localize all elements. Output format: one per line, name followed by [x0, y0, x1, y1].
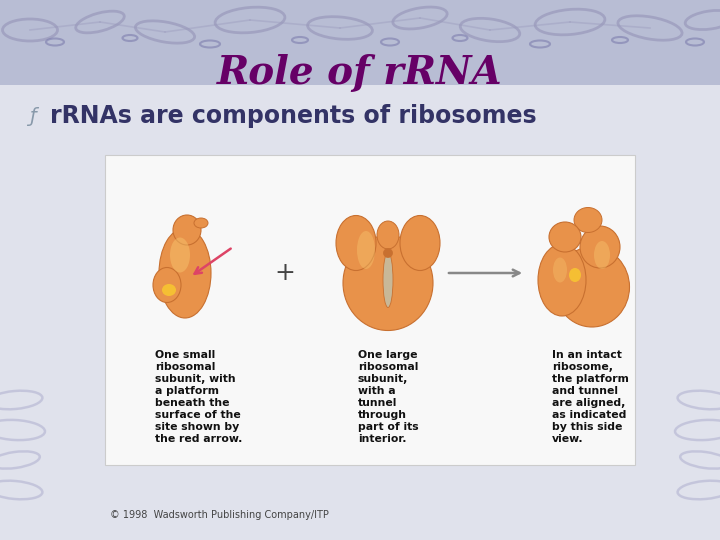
Ellipse shape: [569, 268, 581, 282]
Text: One large
ribosomal
subunit,
with a
tunnel
through
part of its
interior.: One large ribosomal subunit, with a tunn…: [358, 350, 418, 444]
Ellipse shape: [574, 207, 602, 233]
Text: © 1998  Wadsworth Publishing Company/ITP: © 1998 Wadsworth Publishing Company/ITP: [110, 510, 329, 520]
Ellipse shape: [162, 284, 176, 296]
Ellipse shape: [553, 258, 567, 282]
Text: Role of rRNA: Role of rRNA: [217, 54, 503, 92]
Bar: [0, 0, 720, 85]
Text: rRNAs are components of ribosomes: rRNAs are components of ribosomes: [50, 104, 536, 128]
Ellipse shape: [153, 267, 181, 302]
Bar: [0, 85, 720, 540]
Text: +: +: [274, 261, 295, 285]
Ellipse shape: [170, 238, 190, 273]
Ellipse shape: [580, 226, 620, 268]
Ellipse shape: [383, 253, 393, 307]
Ellipse shape: [538, 244, 586, 316]
Text: ƒ: ƒ: [29, 106, 35, 125]
Ellipse shape: [384, 248, 392, 258]
Ellipse shape: [377, 221, 399, 249]
Ellipse shape: [357, 231, 375, 269]
Ellipse shape: [343, 235, 433, 330]
Text: One small
ribosomal
subunit, with
a platform
beneath the
surface of the
site sho: One small ribosomal subunit, with a plat…: [155, 350, 243, 444]
Ellipse shape: [159, 228, 211, 318]
Ellipse shape: [400, 215, 440, 271]
Ellipse shape: [173, 215, 201, 245]
Ellipse shape: [194, 218, 208, 228]
Ellipse shape: [336, 215, 376, 271]
Ellipse shape: [549, 222, 581, 252]
Bar: [105, 155, 635, 465]
Ellipse shape: [554, 247, 629, 327]
Ellipse shape: [594, 241, 610, 269]
Text: In an intact
ribosome,
the platform
and tunnel
are aligned,
as indicated
by this: In an intact ribosome, the platform and …: [552, 350, 629, 444]
